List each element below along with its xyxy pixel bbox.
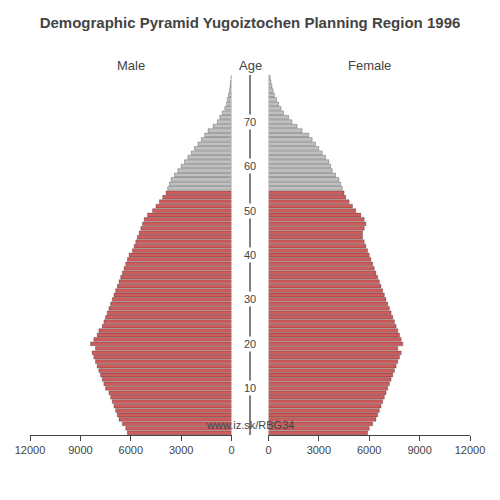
svg-text:12000: 12000 [15,444,46,456]
svg-text:6000: 6000 [357,444,381,456]
svg-text:0: 0 [265,444,271,456]
svg-text:Age: Age [239,58,262,73]
svg-text:6000: 6000 [119,444,143,456]
svg-text:3000: 3000 [169,444,193,456]
svg-text:30: 30 [244,293,256,305]
svg-text:3000: 3000 [307,444,331,456]
svg-text:Male: Male [117,58,145,73]
svg-text:Demographic Pyramid Yugoiztoch: Demographic Pyramid Yugoiztochen Plannin… [40,14,461,31]
svg-text:50: 50 [244,205,256,217]
svg-text:60: 60 [244,160,256,172]
svg-text:70: 70 [244,116,256,128]
svg-text:9000: 9000 [407,444,431,456]
svg-text:20: 20 [244,338,256,350]
svg-text:Female: Female [348,58,391,73]
svg-text:9000: 9000 [68,444,92,456]
svg-text:www.iz.sk/RBG34: www.iz.sk/RBG34 [206,419,294,431]
svg-text:12000: 12000 [455,444,486,456]
svg-text:10: 10 [244,382,256,394]
svg-text:0: 0 [228,444,234,456]
svg-text:40: 40 [244,249,256,261]
